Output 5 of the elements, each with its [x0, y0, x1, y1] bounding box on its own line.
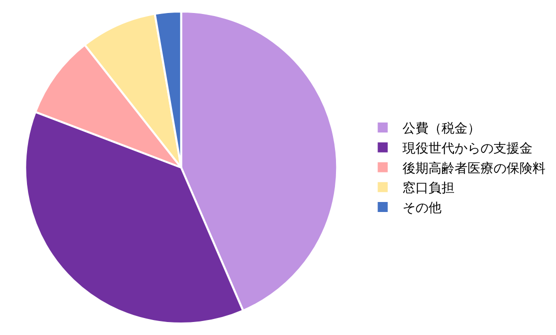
legend-label: 窓口負担	[402, 180, 455, 196]
legend-label: その他	[402, 201, 442, 216]
legend-label: 後期高齢者医療の保険料	[402, 160, 546, 176]
legend-label: 現役世代からの支援金	[402, 141, 533, 156]
legend-label: 公費（税金）	[402, 122, 481, 137]
